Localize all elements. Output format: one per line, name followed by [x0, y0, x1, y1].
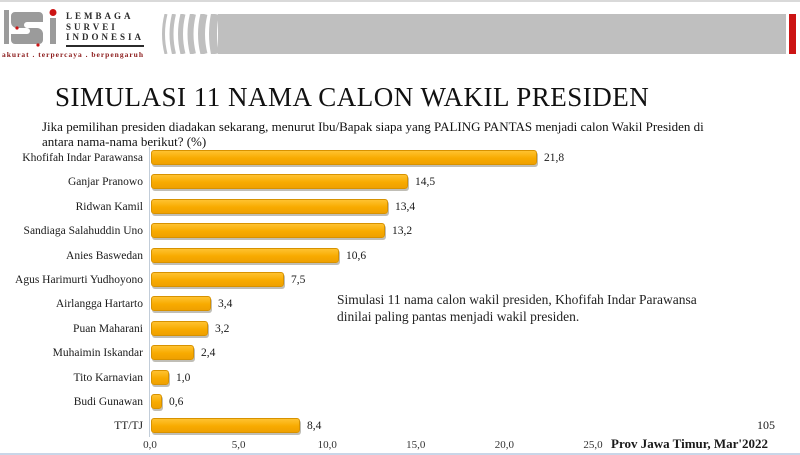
bar	[151, 394, 162, 409]
category-label: Muhaimin Iskandar	[52, 347, 143, 360]
lsi-logo: LEMBAGA SURVEI INDONESIA akurat . terper…	[2, 8, 152, 64]
bar	[151, 198, 388, 214]
value-label: 0,6	[169, 396, 184, 408]
bar	[151, 320, 208, 336]
key-finding-annotation: Simulasi 11 nama calon wakil presiden, K…	[337, 292, 697, 324]
header-red-accent	[789, 14, 796, 54]
value-label: 13,4	[395, 200, 416, 213]
bar	[151, 418, 300, 434]
logo-tagline: akurat . terpercaya . berpengaruh	[2, 50, 145, 59]
page-title: SIMULASI 11 NAMA CALON WAKIL PRESIDEN	[55, 82, 650, 112]
bar	[151, 272, 284, 287]
page-number: 105	[757, 418, 775, 432]
x-tick-label: 5,0	[231, 439, 246, 451]
bar	[151, 223, 385, 239]
x-tick-label: 20,0	[494, 439, 515, 451]
value-label: 14,5	[415, 176, 436, 189]
y-axis-line	[149, 147, 150, 437]
bar	[151, 369, 169, 385]
bar	[151, 345, 194, 361]
bar	[151, 296, 211, 312]
value-label: 7,5	[291, 274, 306, 286]
lsi-logo-icon	[4, 9, 57, 47]
value-label: 1,0	[176, 371, 191, 384]
x-tick-label: 15,0	[406, 439, 426, 451]
value-label: 3,4	[218, 298, 233, 311]
header: LEMBAGA SURVEI INDONESIA akurat . terper…	[0, 2, 800, 66]
category-label: Airlangga Hartarto	[55, 298, 143, 311]
banner-stripes-icon	[162, 14, 219, 54]
category-label: Budi Gunawan	[73, 396, 143, 408]
value-label: 2,4	[201, 347, 216, 360]
logo-text: LEMBAGA SURVEI INDONESIA	[66, 11, 145, 47]
x-tick-label: 0,0	[143, 439, 157, 451]
logo-line-3: INDONESIA	[66, 32, 145, 42]
x-tick-label: 25,0	[583, 439, 603, 451]
logo-line-2: SURVEI	[66, 21, 118, 32]
bar	[151, 174, 408, 190]
bottom-divider	[0, 453, 800, 455]
x-tick-label: 10,0	[317, 439, 337, 451]
category-label: Sandiaga Salahuddin Uno	[23, 225, 143, 238]
category-label: Agus Harimurti Yudhoyono	[15, 274, 143, 286]
category-label: Tito Karnavian	[73, 371, 143, 384]
category-label: Anies Baswedan	[66, 249, 143, 262]
survey-question: Jika pemilihan presiden diadakan sekaran…	[42, 119, 704, 149]
source-note: Prov Jawa Timur, Mar'2022	[611, 436, 768, 451]
value-label: 13,2	[392, 225, 413, 238]
value-label: 3,2	[215, 322, 230, 335]
bar	[151, 247, 339, 263]
header-banner	[218, 14, 786, 54]
category-label: Khofifah Indar Parawansa	[22, 152, 143, 164]
category-label: TT/TJ	[114, 420, 143, 433]
category-label: Ridwan Kamil	[75, 200, 143, 213]
value-label: 10,6	[346, 249, 367, 262]
value-label: 8,4	[307, 420, 322, 433]
category-label: Puan Maharani	[73, 322, 143, 335]
category-label: Ganjar Pranowo	[67, 176, 143, 189]
bar	[151, 150, 537, 165]
logo-line-1: LEMBAGA	[66, 11, 134, 21]
value-label: 21,8	[544, 152, 565, 164]
